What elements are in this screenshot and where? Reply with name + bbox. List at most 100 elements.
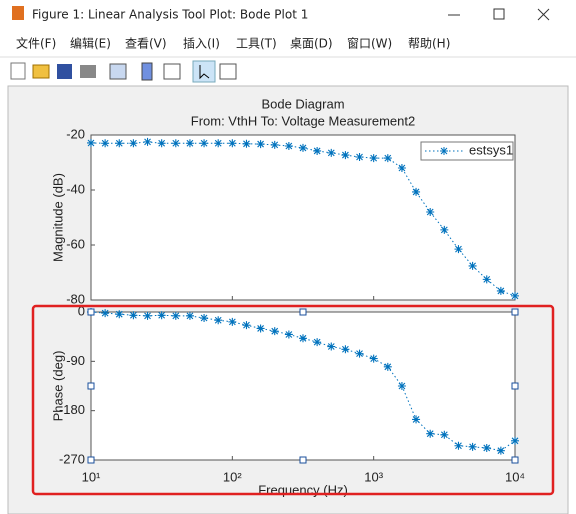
window-controls[interactable] xyxy=(448,8,550,21)
data-point xyxy=(440,225,449,234)
maximize[interactable] xyxy=(493,8,505,20)
menu-item[interactable]: 窗口(W) xyxy=(347,37,392,51)
tool-save[interactable] xyxy=(57,64,72,79)
data-point xyxy=(496,446,505,455)
legend-box xyxy=(420,141,514,161)
y-tick-label: 0 xyxy=(78,303,85,318)
legend-label: estsys1 xyxy=(469,142,513,157)
data-point xyxy=(412,415,421,424)
y-tick-label: -180 xyxy=(59,402,85,417)
data-point xyxy=(228,317,237,326)
data-point xyxy=(355,349,364,358)
data-point xyxy=(468,261,477,270)
x-tick-label: 10⁴ xyxy=(505,469,525,484)
y-axis-label: Magnitude (dB) xyxy=(50,173,65,262)
data-point xyxy=(313,146,322,155)
data-point xyxy=(185,311,194,320)
selection-handle[interactable] xyxy=(299,308,307,316)
data-point xyxy=(369,154,378,163)
chart-title: Bode Diagram xyxy=(261,96,344,111)
menu-item[interactable]: 插入(I) xyxy=(183,37,220,51)
data-point xyxy=(157,139,166,148)
y-tick-label: -80 xyxy=(66,291,85,306)
data-point xyxy=(426,429,435,438)
data-point xyxy=(270,327,279,336)
y-tick-label: -90 xyxy=(66,353,85,368)
data-point xyxy=(185,139,194,148)
data-point xyxy=(101,309,110,318)
x-tick-label: 10³ xyxy=(364,469,383,484)
data-point xyxy=(327,342,336,351)
plot-area: -20 -40 -60 -80 Bode Diagram From: VthH To: V… xyxy=(50,96,525,497)
legend-marker xyxy=(440,147,448,155)
y-tick-label: -270 xyxy=(59,451,85,466)
data-point xyxy=(412,187,421,196)
axes-box xyxy=(90,134,516,301)
tool-colorbar[interactable] xyxy=(141,62,153,81)
menu-item[interactable]: 文件(F) xyxy=(16,36,56,51)
selection-handle[interactable] xyxy=(87,382,95,390)
data-point xyxy=(454,245,463,254)
data-point xyxy=(468,442,477,451)
data-point xyxy=(511,291,519,300)
data-point xyxy=(214,139,223,148)
data-point xyxy=(313,338,322,347)
data-point xyxy=(129,311,138,320)
close[interactable] xyxy=(537,8,550,21)
app-icon xyxy=(12,6,24,20)
data-point xyxy=(115,310,124,319)
data-point xyxy=(157,311,166,320)
menu-item[interactable]: 工具(T) xyxy=(236,37,277,51)
data-point xyxy=(214,316,223,325)
tool-legend[interactable] xyxy=(163,63,181,80)
menu-item[interactable]: 桌面(D) xyxy=(290,37,333,51)
y-tick-label: -60 xyxy=(66,236,85,251)
toolbar xyxy=(10,60,237,83)
data-point xyxy=(298,334,307,343)
highlight-box xyxy=(31,304,555,496)
data-point xyxy=(87,138,95,147)
tool-open[interactable] xyxy=(32,64,50,79)
data-point xyxy=(284,330,293,339)
y-tick-label: -40 xyxy=(66,181,85,196)
data-point xyxy=(256,140,265,149)
data-point xyxy=(397,164,406,172)
selection-handle[interactable] xyxy=(511,456,519,464)
menu-item[interactable]: 查看(V) xyxy=(125,37,167,51)
tool-property[interactable] xyxy=(219,63,237,80)
selection-handle[interactable] xyxy=(87,456,95,464)
data-point xyxy=(397,382,406,390)
data-point xyxy=(171,311,180,320)
data-point xyxy=(482,275,491,284)
tool-print[interactable] xyxy=(80,65,96,78)
data-point xyxy=(440,430,449,439)
data-point xyxy=(143,311,152,320)
data-point xyxy=(341,151,350,160)
data-point xyxy=(298,143,307,152)
pointer-icon xyxy=(199,65,210,80)
menu-bar: 文件(F) 编辑(E) 查看(V) 插入(I) 工具(T) 桌面(D) 窗口(W) 帮助(H) xyxy=(16,36,450,51)
y-axis-label: Phase (deg) xyxy=(50,351,65,422)
selection-handle[interactable] xyxy=(511,308,519,316)
selection-handle[interactable] xyxy=(511,382,519,390)
data-point xyxy=(143,137,152,146)
data-point xyxy=(171,139,180,148)
data-point xyxy=(101,139,110,148)
tool-pointer[interactable] xyxy=(192,60,216,83)
data-point xyxy=(482,443,491,452)
data-point xyxy=(383,362,392,371)
data-point xyxy=(327,148,336,157)
data-point xyxy=(242,139,251,148)
selection-handle[interactable] xyxy=(299,456,307,464)
selection-handle[interactable] xyxy=(87,308,95,316)
menu-item[interactable]: 帮助(H) xyxy=(408,37,450,51)
tool-new[interactable] xyxy=(10,62,26,80)
data-point xyxy=(383,154,392,163)
data-point xyxy=(355,153,364,161)
axes-box xyxy=(90,311,516,461)
tool-link[interactable] xyxy=(109,63,127,80)
data-point xyxy=(284,142,293,150)
menu-item[interactable]: 编辑(E) xyxy=(70,36,111,51)
